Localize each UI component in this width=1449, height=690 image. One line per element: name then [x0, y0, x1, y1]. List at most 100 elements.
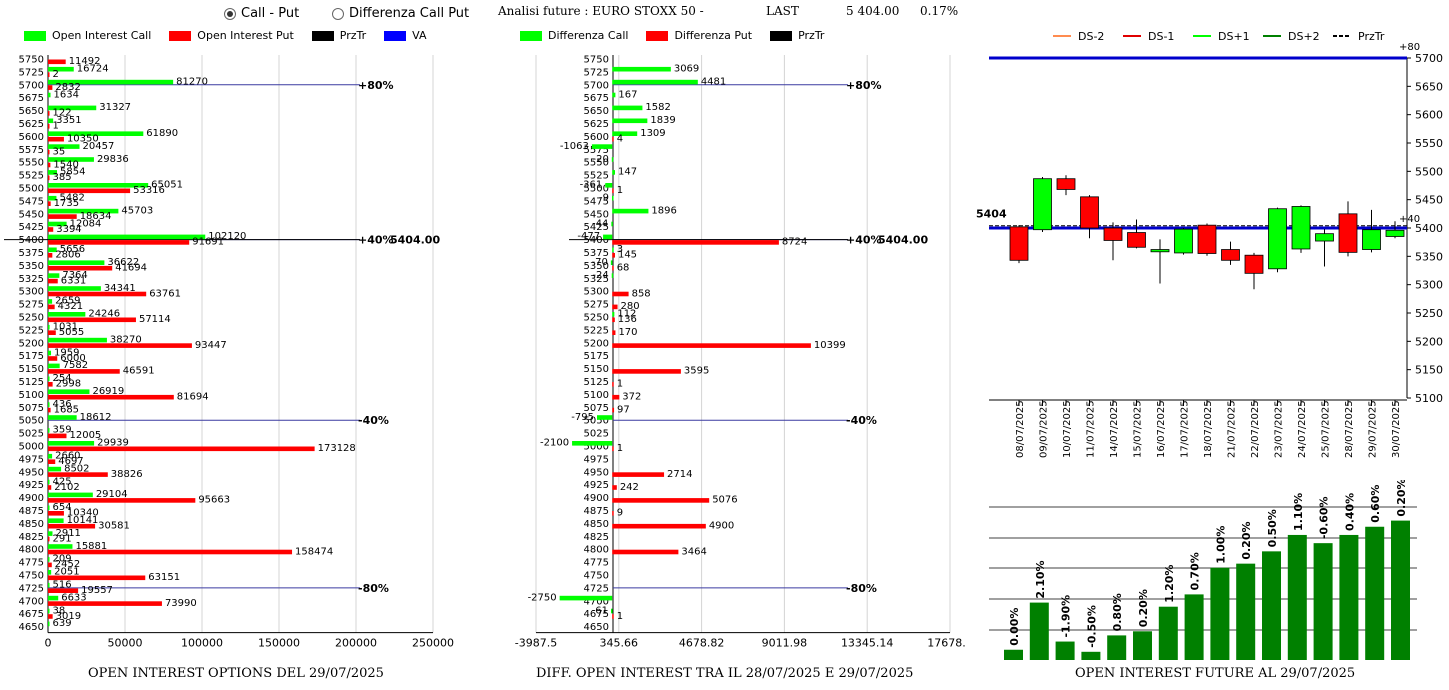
- bar-value-label: 112: [617, 309, 636, 320]
- future-oi-chart: 0.00% 2.10% -1.90% -0.50% 0.80% 0.20% 1.20% 0.7…: [989, 480, 1417, 660]
- call-bar: [48, 608, 50, 614]
- bar-value-label: 2998: [56, 379, 81, 390]
- bar-value-label: -2750: [528, 592, 557, 603]
- future-oi-bar: [1262, 551, 1281, 660]
- put-bar: [48, 304, 55, 310]
- bar-value-label: 136: [618, 314, 637, 325]
- candle-body: [1362, 229, 1381, 250]
- bar-value-label: 2.10%: [1034, 560, 1047, 598]
- y-tick-label: 5550: [1415, 137, 1443, 150]
- y-tick-label: 5300: [1415, 279, 1443, 292]
- ref-line-label: +40%: [358, 234, 394, 247]
- bar-value-label: 93447: [195, 340, 227, 351]
- bar-value-label: 5076: [712, 495, 737, 506]
- call-bar: [572, 441, 613, 446]
- price-label: 5404.00: [390, 234, 440, 247]
- last-change: 0.17%: [920, 4, 959, 18]
- y-tick-label: 5200: [19, 338, 44, 349]
- put-bar: [612, 369, 681, 374]
- candle-body: [1103, 227, 1123, 241]
- x-tick-label: 11/07/2025: [1086, 400, 1097, 458]
- y-tick-label: 5675: [19, 93, 44, 104]
- x-tick-label: 345.66: [600, 637, 639, 650]
- radio-differenza[interactable]: Differenza Call Put: [332, 6, 469, 21]
- ref-line-label: +80%: [358, 79, 394, 92]
- y-tick-label: 5175: [584, 351, 609, 362]
- call-bar: [48, 544, 73, 549]
- y-tick-label: 5350: [1415, 250, 1443, 263]
- put-bar: [612, 240, 779, 245]
- call-bar: [48, 363, 60, 369]
- y-tick-label: 5225: [19, 325, 44, 336]
- y-tick-label: 4750: [584, 571, 609, 582]
- y-tick-label: 4800: [19, 545, 44, 556]
- bar-value-label: -361: [580, 180, 603, 191]
- y-tick-label: 5550: [584, 158, 609, 169]
- y-tick-label: 5575: [19, 145, 44, 156]
- y-tick-label: 5450: [584, 209, 609, 220]
- y-tick-label: 5700: [584, 80, 609, 91]
- bar-value-label: 0.20%: [1240, 521, 1253, 559]
- radio-call-put[interactable]: Call - Put: [224, 6, 299, 21]
- bar-value-label: 254: [53, 373, 72, 384]
- put-bar: [48, 136, 64, 142]
- bar-value-label: 4481: [701, 76, 726, 87]
- call-bar: [612, 92, 616, 98]
- y-tick-label: 5250: [584, 313, 609, 324]
- y-tick-label: 5425: [19, 222, 44, 233]
- put-bar: [612, 188, 614, 194]
- call-bar: [48, 66, 74, 72]
- legend-item-diff-put: Differenza Put: [646, 29, 752, 42]
- put-bar: [612, 304, 618, 310]
- legend-przTr-label: PrzTr: [339, 29, 367, 42]
- bar-value-label: 3: [617, 244, 623, 255]
- legend-label-DS-1: DS-1: [1148, 30, 1174, 43]
- call-bar: [48, 324, 50, 330]
- y-tick-label: 4900: [19, 493, 44, 504]
- last-label: LAST: [766, 4, 799, 18]
- x-tick-label: 30/07/2025: [1391, 400, 1402, 458]
- call-bar: [48, 570, 52, 575]
- bar-value-label: 29104: [96, 489, 128, 500]
- put-bar: [48, 265, 113, 271]
- bar-value-label: 1540: [53, 159, 78, 170]
- ref-line-label: -40%: [358, 414, 389, 427]
- candle-body: [1315, 233, 1334, 242]
- y-tick-label: 5550: [19, 158, 44, 169]
- y-tick-label: 5100: [19, 390, 44, 401]
- y-tick-label: 5525: [584, 171, 609, 182]
- x-tick-label: 23/07/2025: [1274, 400, 1285, 458]
- legend-call-label: Open Interest Call: [52, 29, 152, 42]
- ref-line-label: -80%: [358, 582, 389, 595]
- y-tick-label: 5650: [19, 106, 44, 117]
- radio-checked-icon[interactable]: [224, 7, 236, 20]
- put-bar: [48, 446, 315, 452]
- bar-value-label: 1.00%: [1214, 526, 1227, 564]
- bar-value-label: 1735: [54, 198, 79, 209]
- future-oi-bar: [1107, 635, 1127, 660]
- call-bar: [611, 157, 614, 162]
- y-tick-label: 4775: [19, 558, 44, 569]
- future-oi-bar: [1133, 631, 1152, 660]
- future-oi-bar: [1391, 520, 1410, 660]
- bar-value-label: -20: [592, 154, 608, 165]
- y-tick-label: 4775: [584, 558, 609, 569]
- put-bar: [48, 330, 56, 335]
- bar-value-label: -1.90%: [1060, 595, 1073, 638]
- x-tick-label: 10/07/2025: [1062, 400, 1073, 458]
- radio-unchecked-icon[interactable]: [332, 7, 344, 20]
- y-tick-label: 5350: [584, 261, 609, 272]
- bar-value-label: 372: [622, 392, 641, 403]
- future-oi-bar: [1210, 567, 1230, 660]
- bar-value-label: 1: [617, 611, 623, 622]
- y-tick-label: 5500: [584, 184, 609, 195]
- bar-value-label: 10350: [67, 134, 99, 145]
- y-tick-label: 5200: [584, 338, 609, 349]
- x-tick-label: 24/07/2025: [1297, 400, 1308, 458]
- bar-value-label: -44: [592, 218, 608, 229]
- bar-value-label: 19557: [81, 585, 113, 596]
- put-bar: [48, 72, 50, 77]
- bar-value-label: 858: [632, 288, 651, 299]
- y-tick-label: 5275: [19, 300, 44, 311]
- call-bar: [48, 157, 94, 162]
